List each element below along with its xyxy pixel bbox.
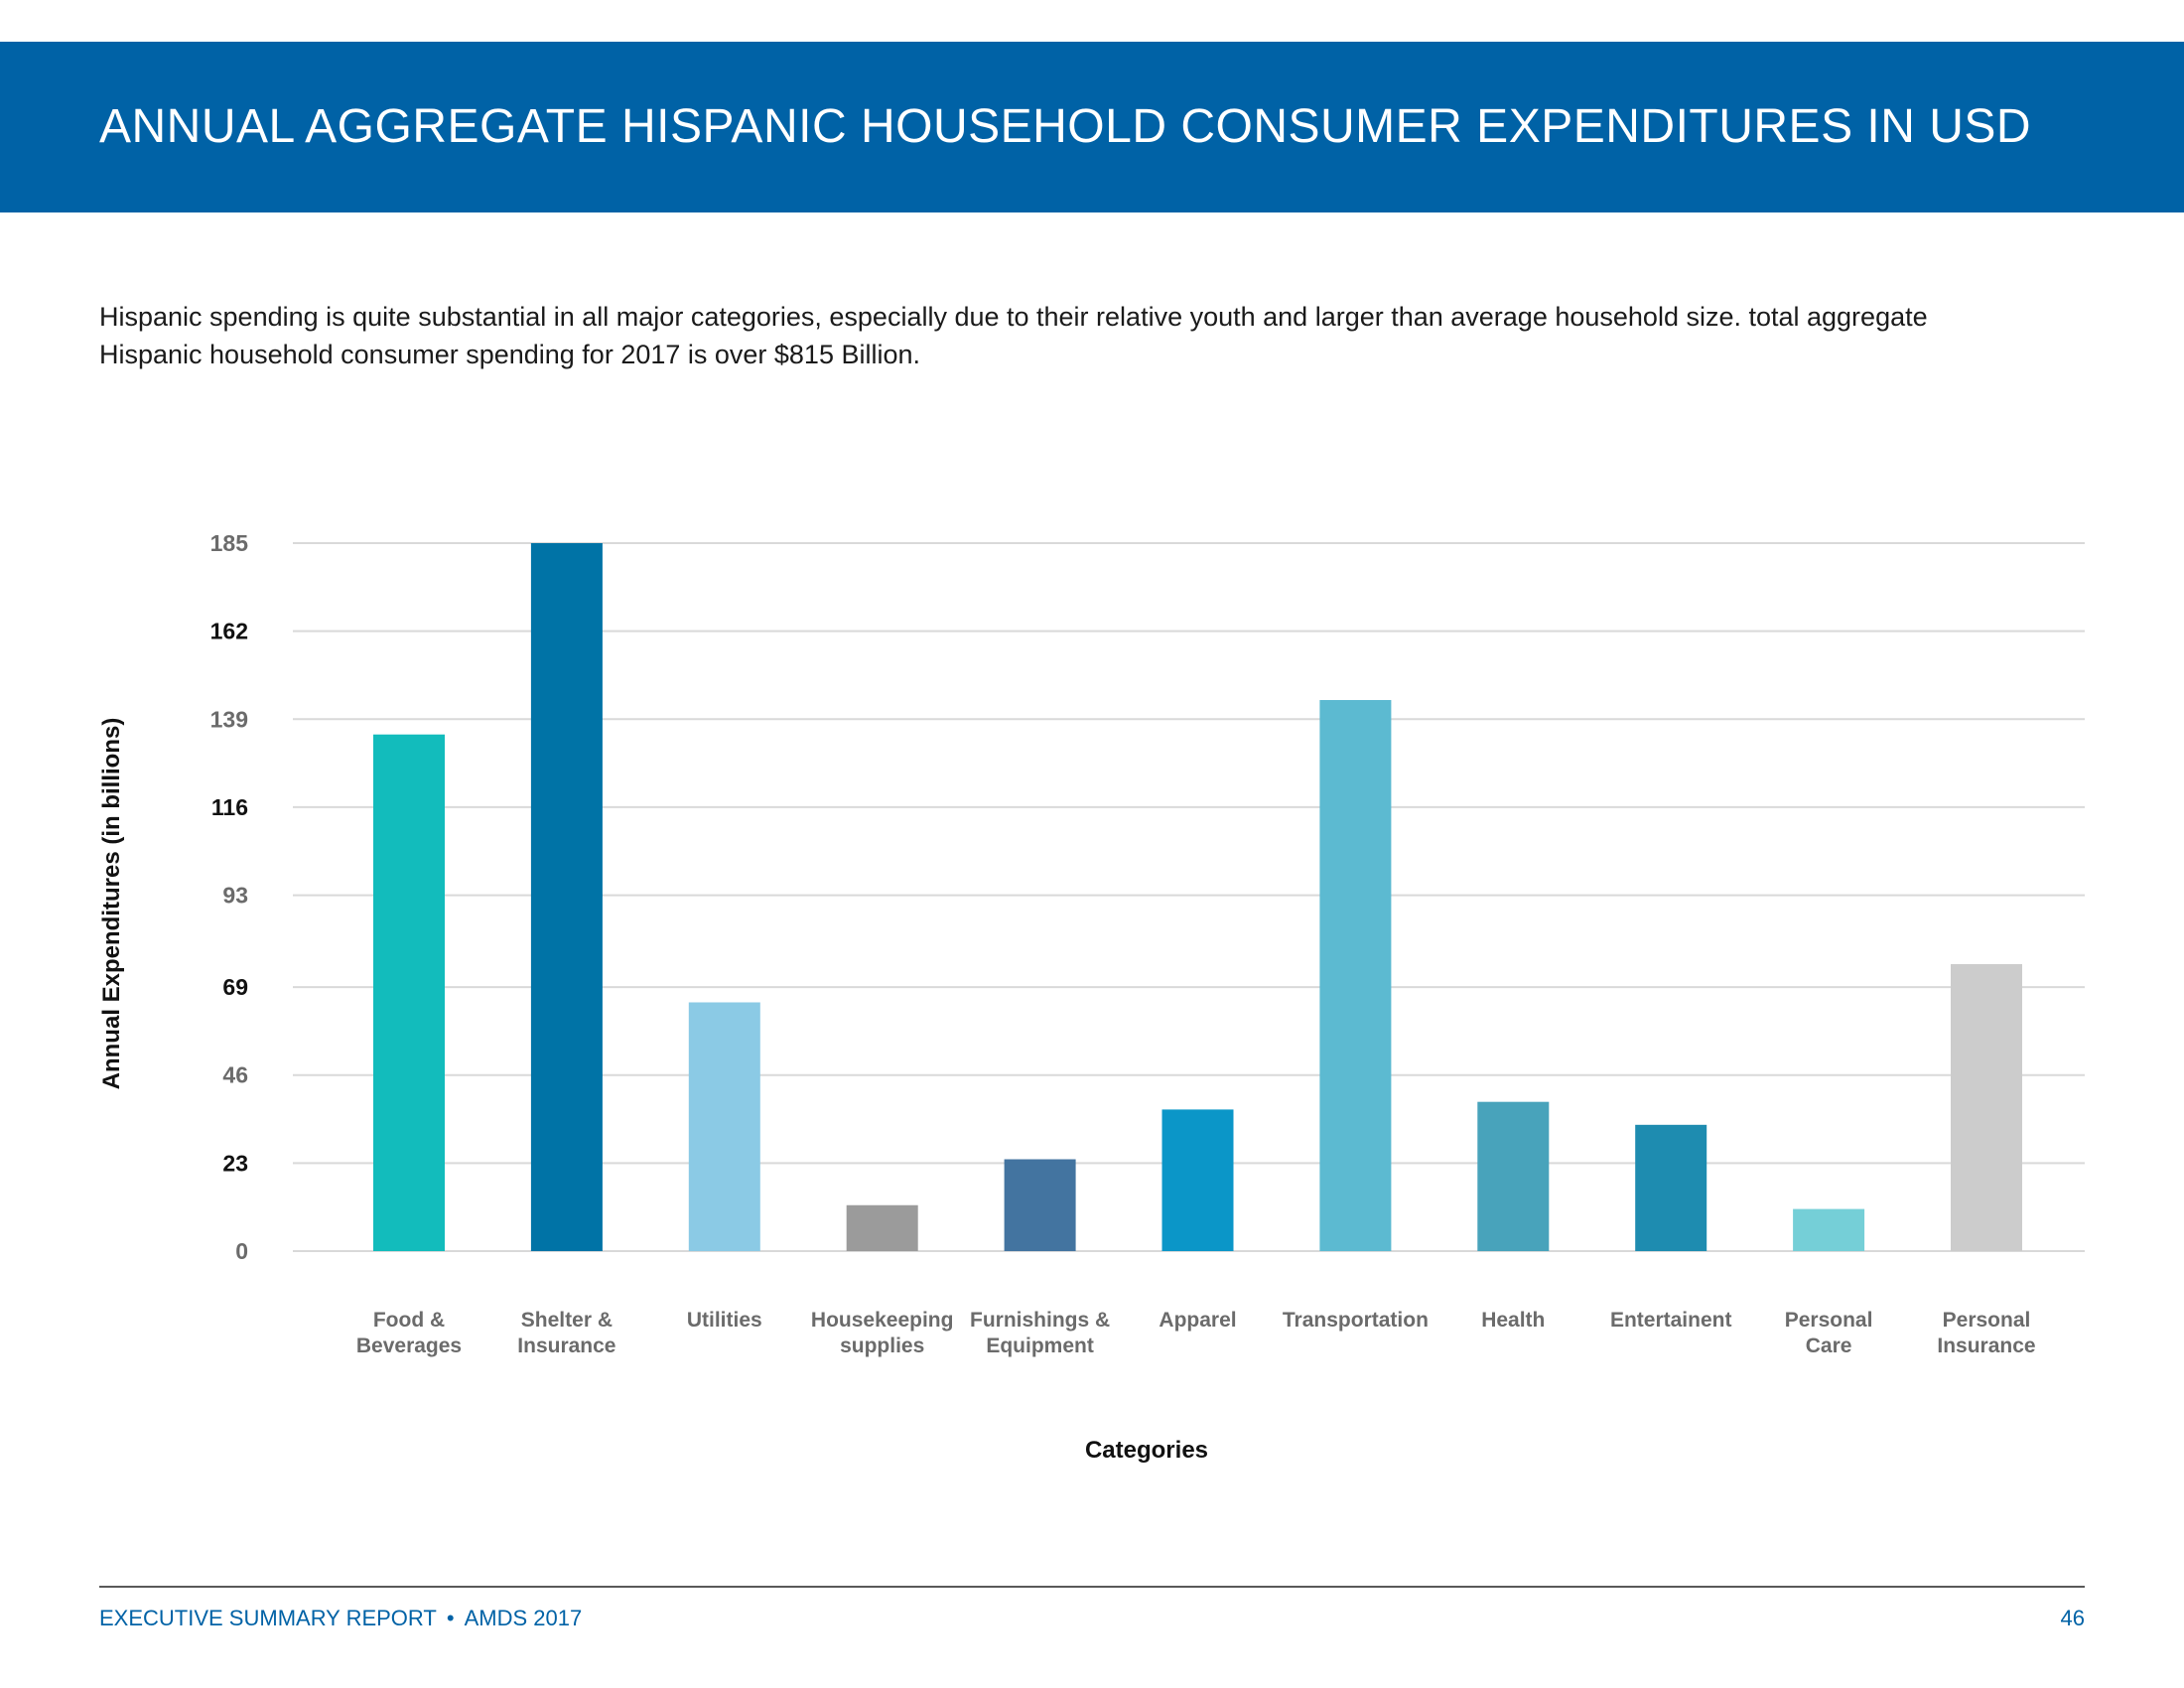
bar (1793, 1208, 1865, 1251)
footer-report-label: EXECUTIVE SUMMARY REPORT • AMDS 2017 (99, 1606, 582, 1631)
footer-separator: • (446, 1606, 455, 1630)
y-tick-label: 93 (222, 883, 248, 909)
y-tick-label: 69 (222, 974, 248, 1000)
y-tick-label: 139 (210, 706, 248, 732)
intro-paragraph: Hispanic spending is quite substantial i… (99, 298, 2065, 373)
x-tick-label: Shelter & Insurance (517, 1309, 615, 1357)
page-title: ANNUAL AGGREGATE HISPANIC HOUSEHOLD CONS… (99, 100, 2032, 153)
footer-report-name: EXECUTIVE SUMMARY REPORT (99, 1606, 437, 1630)
x-axis-category-labels: Food & Beverages Shelter & Insurance Utiliti… (356, 1309, 2036, 1357)
footer-divider (99, 1586, 2085, 1588)
x-tick-label: Utilities (687, 1309, 762, 1332)
x-tick-label: Personal Care (1785, 1309, 1873, 1357)
bar (846, 1204, 918, 1251)
header-banner (0, 42, 2184, 212)
x-tick-label: Transportation (1283, 1309, 1429, 1332)
footer-edition: AMDS 2017 (464, 1606, 583, 1630)
y-tick-label: 46 (222, 1062, 248, 1088)
x-tick-label: Personal Insurance (1937, 1309, 2035, 1357)
bar (1951, 963, 2022, 1251)
bar (373, 734, 445, 1251)
x-tick-label: Housekeeping supplies (811, 1309, 954, 1357)
y-axis-title: Annual Expenditures (in billions) (98, 718, 125, 1090)
y-tick-label: 23 (222, 1150, 248, 1176)
y-axis-tick-labels: 0 23 46 69 93 116 139 162 185 (210, 530, 249, 1264)
x-tick-label: Furnishings & Equipment (970, 1309, 1110, 1357)
bar (1635, 1124, 1707, 1251)
page-number: 46 (2060, 1606, 2085, 1630)
bar (1319, 700, 1392, 1251)
y-tick-label: 162 (210, 619, 248, 644)
x-tick-label: Entertainent (1610, 1309, 1732, 1332)
intro-line-1: Hispanic spending is quite substantial i… (99, 302, 1928, 332)
bar (1004, 1159, 1076, 1251)
x-axis-title: Categories (1085, 1437, 1208, 1464)
y-tick-label: 0 (235, 1238, 248, 1264)
x-tick-label: Apparel (1159, 1309, 1236, 1332)
intro-line-2: Hispanic household consumer spending for… (99, 340, 921, 369)
bar (1161, 1109, 1234, 1251)
y-tick-label: 185 (210, 530, 249, 556)
chart-bars (373, 543, 2022, 1251)
bar (530, 543, 603, 1251)
bar (1477, 1101, 1550, 1251)
x-tick-label: Food & Beverages (356, 1309, 462, 1357)
x-tick-label: Health (1481, 1309, 1545, 1332)
expenditures-bar-chart: 0 23 46 69 93 116 139 162 185 Food & Beverages She… (98, 530, 2085, 1464)
bar (688, 1002, 760, 1251)
y-tick-label: 116 (211, 794, 248, 820)
